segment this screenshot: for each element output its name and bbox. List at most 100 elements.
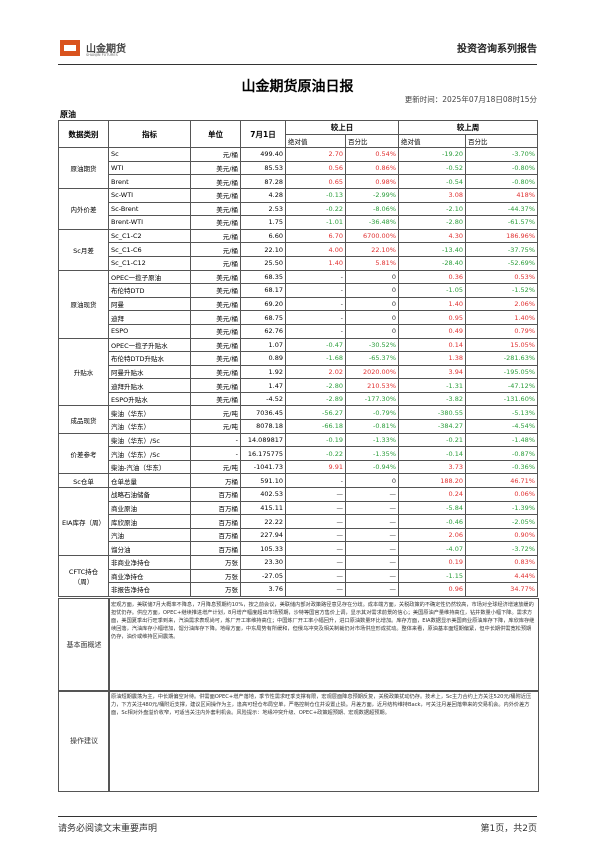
value-cell: 9.91 — [285, 459, 346, 475]
value-cell: 0.96 — [398, 582, 466, 597]
value-cell: 0.79% — [465, 323, 538, 339]
unit-cell: 百万桶 — [190, 514, 241, 529]
table-row: EIA库存（周） 战略石油储备 百万桶 402.53— —0.24 0.06% — [58, 487, 538, 556]
indicator-cell: 汽油（华东）/Sc — [108, 446, 191, 461]
value-cell: -61.57% — [465, 215, 538, 230]
value-cell: -66.18 — [285, 419, 346, 434]
value-cell: -0.94% — [345, 459, 399, 475]
col-header: 单位 — [190, 119, 241, 149]
unit-cell: 美元/桶 — [190, 351, 241, 366]
unit-cell: 万桶 — [190, 473, 241, 489]
value-cell: -1.05 — [398, 283, 466, 298]
value-cell: -2.80 — [398, 215, 466, 230]
value-cell: -2.99% — [345, 187, 399, 203]
report-type: 投资咨询系列报告 — [457, 44, 537, 55]
unit-cell: 元/吨 — [190, 405, 241, 421]
value-cell: -1.15 — [398, 568, 466, 584]
unit-cell: 美元/桶 — [190, 201, 241, 217]
value-cell: -5.84 — [398, 500, 466, 516]
table-row: 汽油 百万桶 227.94— —2.06 0.90% — [59, 527, 538, 543]
table-row: 内外价差 Sc-WTI 美元/桶 4.28 -0.13 -2.99% 3.08 418% — [58, 187, 538, 230]
indicator-cell: Brent — [108, 174, 191, 189]
col-header: 较上日 — [285, 120, 399, 135]
table-row: 汽油（华东） 元/吨 8078.18 -66.18 -0.81% -384.27 -4.54… — [59, 419, 538, 434]
value-cell: 2.06 — [398, 527, 466, 543]
value-cell: -1.52% — [465, 283, 538, 298]
value-cell: — — [285, 541, 346, 556]
value-cell: - — [285, 473, 346, 489]
value-cell: -380.55 — [398, 405, 466, 421]
table-row: 价差参考 柴油（华东）/Sc -14.089817 -0.19 -1.33% -0.21-… — [58, 432, 538, 475]
value-cell: 0.06% — [465, 487, 538, 502]
sub-header: 绝对值 — [398, 133, 466, 149]
table-row: Sc_C1-C12 元/桶 25.50 1.40 5.81% -28.40 -52.69% — [59, 255, 538, 271]
page-number: 第1页，共2页 — [480, 824, 537, 834]
value-cell: 0 — [345, 323, 399, 339]
table-row: 非报告净持仓 万张 3.76— —0.96 34.77% — [59, 582, 538, 597]
value-cell: — — [285, 555, 346, 570]
value-cell: 7036.45 — [240, 405, 286, 421]
table-row: 商业净持仓 万张 -27.05— — -1.15 4.44% — [59, 568, 538, 584]
table-row: 汽油（华东）/Sc -16.175775 -0.22 -1.35% -0.14 -0.87… — [59, 446, 538, 461]
value-cell: -1.68 — [285, 351, 346, 366]
value-cell: 0.24 — [398, 487, 466, 502]
value-cell: -0.80% — [465, 174, 538, 189]
value-cell: 0.95 — [398, 310, 466, 325]
value-cell: 402.53 — [240, 487, 286, 502]
value-cell: -0.22 — [285, 201, 346, 217]
sub-header: 百分比 — [345, 133, 399, 149]
value-cell: 2.02 — [285, 364, 346, 380]
value-cell: 0.86% — [345, 160, 399, 176]
value-cell: - — [285, 296, 346, 312]
value-cell: 68.75 — [240, 310, 286, 325]
value-cell: 0 — [345, 269, 399, 285]
value-cell: -0.36% — [465, 459, 538, 475]
table-row: 布伦特DTD 美元/桶 68.17-0 -1.05 -1.52% — [59, 283, 538, 298]
value-cell: -0.87% — [465, 446, 538, 461]
value-cell: -0.22 — [285, 446, 346, 461]
value-cell: -177.30% — [345, 391, 399, 407]
indicator-cell: 迪拜升贴水 — [108, 378, 191, 393]
value-cell: -37.75% — [465, 242, 538, 257]
value-cell: 1.40 — [398, 296, 466, 312]
value-cell: 25.50 — [240, 255, 286, 271]
summary-label: 基本面概述 — [58, 598, 110, 692]
value-cell: -1.35% — [345, 446, 399, 461]
value-cell: -5.13% — [465, 405, 538, 421]
value-cell: 87.28 — [240, 174, 286, 189]
category-cell: 成品现货 — [58, 405, 109, 434]
advice-label: 操作建议 — [58, 690, 110, 792]
indicator-cell: 布伦特DTD升贴水 — [108, 351, 191, 366]
category-cell: Sc月差 — [58, 228, 109, 271]
value-cell: 2.53 — [240, 201, 286, 217]
value-cell: -0.13 — [285, 187, 346, 203]
value-cell: — — [345, 555, 399, 570]
unit-cell: 美元/桶 — [190, 364, 241, 380]
unit-cell: 美元/桶 — [190, 215, 241, 230]
brand-en: SHANJIN FUTURES — [86, 53, 118, 57]
indicator-cell: 汽油 — [108, 527, 191, 543]
value-cell: 68.35 — [240, 269, 286, 285]
value-cell: 4.28 — [240, 187, 286, 203]
value-cell: 1.40 — [285, 255, 346, 271]
indicator-cell: 柴油（华东） — [108, 405, 191, 421]
indicator-cell: 汽油（华东） — [108, 419, 191, 434]
value-cell: — — [345, 541, 399, 556]
value-cell: 0.36 — [398, 269, 466, 285]
value-cell: 1.47 — [240, 378, 286, 393]
value-cell: -1.39% — [465, 500, 538, 516]
indicator-cell: 库欣原油 — [108, 514, 191, 529]
value-cell: — — [345, 582, 399, 597]
value-cell: -2.80 — [285, 378, 346, 393]
indicator-cell: Sc-Brent — [108, 201, 191, 217]
value-cell: — — [285, 582, 346, 597]
indicator-cell: 柴油（华东）/Sc — [108, 432, 191, 448]
value-cell: -44.37% — [465, 201, 538, 217]
table-row: 迪拜 美元/桶 68.75-0 0.95 1.40% — [59, 310, 538, 325]
value-cell: -1.31 — [398, 378, 466, 393]
table-row: ESPO升贴水 美元/桶 -4.52 -2.89 -177.30% -3.82 -131.6… — [59, 391, 538, 407]
table-row: 成品现货 柴油（华东） 元/吨 7036.45 -56.27 -0.79% -380.55-… — [58, 405, 538, 434]
value-cell: 0.65 — [285, 174, 346, 189]
value-cell: 1.38 — [398, 351, 466, 366]
value-cell: 0 — [345, 296, 399, 312]
